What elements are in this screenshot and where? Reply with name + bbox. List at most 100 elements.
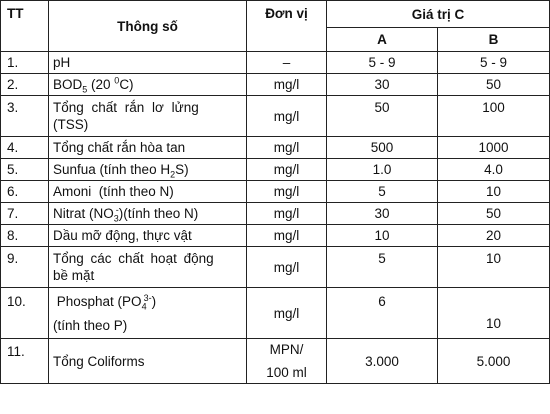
param-text: BOD [53,77,83,92]
standards-table: TT Thông số Đơn vị Giá trị C A B 1. pH –… [0,0,550,384]
row-number: 11. [0,338,49,384]
param-subscript: 5 [82,84,88,95]
unit-line: MPN/ [269,342,304,357]
param-superscript: 0 [114,75,120,86]
table-row: 11. Tổng Coliforms MPN/ 100 ml 3.000 5.0… [0,338,550,384]
table-row: 1. pH – 5 - 9 5 - 9 [0,51,550,74]
row-unit: – [246,51,327,74]
row-param: Nitrat (NO3-)(tính theo N) [48,202,247,225]
param-line: (TSS) [53,117,89,132]
table-row: 9. Tổng các chất hoạt động bề mặt mg/l 5… [0,246,550,288]
row-number: 8. [0,224,49,247]
row-value-b: 10 [436,180,550,203]
table-row: 2. BOD5 (20 0C) mg/l 30 50 [0,73,550,96]
row-unit: mg/l [246,246,327,288]
row-value-b: 100 [436,95,550,137]
row-param: BOD5 (20 0C) [48,73,247,96]
row-number: 4. [0,136,49,159]
header-tt: TT [0,0,49,52]
row-value-b: 4.0 [436,158,550,181]
param-text: Tổng chất rắn hòa tan [53,140,186,155]
param-line: Tổng các chất hoạt động [53,251,214,266]
param-line: Phosphat (PO43-) [53,292,242,312]
row-value-b: 5 - 9 [436,51,550,74]
header-param: Thông số [48,0,247,52]
row-unit: mg/l [246,287,327,339]
param-text: Dầu mỡ động, thực vật [53,228,192,243]
row-param: Amoni (tính theo N) [48,180,247,203]
row-value-a: 50 [326,95,438,137]
row-unit: mg/l [246,158,327,181]
header-row: TT Thông số Đơn vị Giá trị C [0,0,550,52]
table-row: 3. Tổng chất rắn lơ lửng (TSS) mg/l 50 1… [0,95,550,137]
row-value-a: 5 [326,246,438,288]
param-subscript: 3 [113,213,119,224]
row-number: 6. [0,180,49,203]
row-number: 7. [0,202,49,225]
param-text: Sunfua (tính theo H [53,162,171,177]
param-text: )(tính theo N) [118,206,199,221]
row-param: Dầu mỡ động, thực vật [48,224,247,247]
param-text: Phosphat (PO [53,294,142,309]
param-text: (20 [87,77,115,92]
param-text: ) [151,294,157,309]
table-row: 8. Dầu mỡ động, thực vật mg/l 10 20 [0,224,550,247]
row-value-b: 5.000 [436,338,550,384]
row-param: Sunfua (tính theo H2S) [48,158,247,181]
row-value-b: 1000 [436,136,550,159]
row-number: 9. [0,246,49,288]
table-row: 5. Sunfua (tính theo H2S) mg/l 1.0 4.0 [0,158,550,181]
row-param: Tổng chất rắn lơ lửng (TSS) [48,95,247,137]
row-value-a: 5 [326,180,438,203]
param-text: S) [175,162,189,177]
table-row: 6. Amoni (tính theo N) mg/l 5 10 [0,180,550,203]
header-col-a: A [326,27,438,52]
row-param: Tổng Coliforms [48,338,247,384]
param-subscript: 4 [141,301,147,312]
table-row: 4. Tổng chất rắn hòa tan mg/l 500 1000 [0,136,550,159]
unit-line: 100 ml [266,365,307,380]
row-value-b: 50 [436,73,550,96]
row-value-b: 50 [436,202,550,225]
header-col-b: B [436,27,550,52]
row-unit: mg/l [246,73,327,96]
row-unit: mg/l [246,180,327,203]
row-param: Phosphat (PO43-) (tính theo P) [48,287,247,339]
row-value-b: 10 [436,246,550,288]
param-text: Tổng Coliforms [53,353,145,369]
header-unit: Đơn vị [246,0,327,52]
row-value-a: 1.0 [326,158,438,181]
row-value-a: 30 [326,202,438,225]
param-text: pH [53,55,71,70]
row-value-a: 10 [326,224,438,247]
row-unit: mg/l [246,136,327,159]
row-unit: mg/l [246,95,327,137]
row-param: pH [48,51,247,74]
param-superscript: - [115,204,119,215]
row-value-a: 5 - 9 [326,51,438,74]
param-text: C) [119,77,134,92]
row-value-a: 30 [326,73,438,96]
row-value-a: 3.000 [326,338,438,384]
row-number: 2. [0,73,49,96]
row-number: 3. [0,95,49,137]
row-value-a: 500 [326,136,438,159]
param-subscript: 2 [170,169,176,180]
param-line: Tổng chất rắn lơ lửng [53,100,199,115]
row-value-a: 6 [326,287,438,339]
param-line: (tính theo P) [53,318,128,333]
row-number: 1. [0,51,49,74]
row-unit: mg/l [246,202,327,225]
row-unit: mg/l [246,224,327,247]
row-unit: MPN/ 100 ml [246,338,327,384]
param-line: bề mặt [53,268,95,283]
table-row: 10. Phosphat (PO43-) (tính theo P) mg/l … [0,287,550,339]
param-superscript: 3- [143,292,152,303]
param-text: Nitrat (NO [53,206,114,221]
row-value-b: 20 [436,224,550,247]
header-value-group: Giá trị C [325,0,550,28]
row-number: 5. [0,158,49,181]
param-text: Amoni (tính theo N) [53,184,174,199]
row-number: 10. [0,287,49,339]
row-param: Tổng chất rắn hòa tan [48,136,247,159]
